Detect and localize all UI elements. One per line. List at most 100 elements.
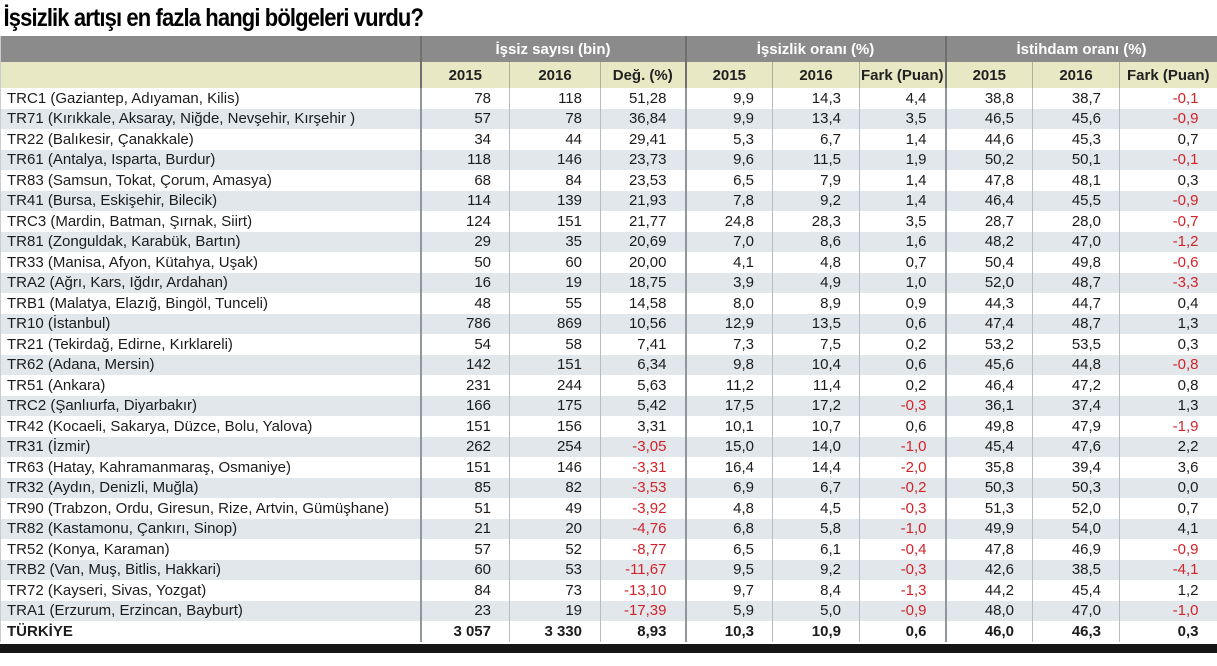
value-cell: 4,1: [1119, 518, 1217, 539]
column-header-row: 2015 2016 Değ. (%) 2015 2016 Fark (Puan)…: [0, 62, 1217, 88]
table-row: TR52 (Konya, Karaman) 57 52 -8,77 6,5 6,1 -0,4…: [1, 539, 1217, 560]
value-cell: 11,4: [772, 375, 860, 396]
value-cell: 151: [509, 354, 601, 375]
value-cell: 118: [419, 149, 510, 170]
value-cell: 5,0: [772, 600, 860, 621]
value-cell: 82: [509, 477, 601, 498]
value-cell: 151: [509, 211, 601, 232]
table-row: TR81 (Zonguldak, Karabük, Bartın) 29 35 20,…: [0, 231, 1217, 252]
value-cell: 57: [419, 539, 510, 560]
value-cell: 38,7: [1032, 88, 1120, 109]
value-cell: 10,7: [772, 416, 860, 437]
value-cell: 78: [509, 108, 601, 129]
value-cell: 37,4: [1032, 395, 1120, 416]
value-cell: 10,3: [684, 621, 773, 642]
value-cell: 4,8: [772, 252, 860, 273]
value-cell: 7,5: [772, 334, 860, 355]
value-cell: 34: [419, 129, 510, 150]
value-cell: 51,28: [600, 88, 686, 109]
value-cell: 4,5: [772, 498, 860, 519]
region-cell: TR61 (Antalya, Isparta, Burdur): [7, 151, 216, 169]
bottom-rule: [0, 643, 1217, 653]
value-cell: 2,2: [1119, 436, 1217, 457]
value-cell: -3,3: [1119, 272, 1217, 293]
value-cell: -11,67: [600, 559, 686, 580]
region-cell: TR51 (Ankara): [7, 376, 106, 394]
value-cell: -0,3: [858, 559, 946, 580]
value-cell: 7,9: [772, 170, 860, 191]
value-cell: 46,5: [944, 108, 1033, 129]
col-header: Değ. (%): [600, 62, 686, 88]
value-cell: 4,4: [858, 88, 946, 109]
table-row: TRB1 (Malatya, Elazığ, Bingöl, Tunceli) 4…: [1, 293, 1217, 314]
value-cell: 48,2: [944, 231, 1033, 252]
value-cell: 20: [509, 518, 601, 539]
value-cell: 9,6: [684, 149, 773, 170]
value-cell: 17,2: [772, 395, 860, 416]
value-cell: 55: [509, 293, 601, 314]
value-cell: 3 330: [509, 621, 601, 642]
value-cell: 1,9: [858, 149, 946, 170]
value-cell: 44,6: [944, 129, 1033, 150]
col-header: Fark (Puan): [858, 62, 946, 88]
value-cell: 8,9: [772, 293, 860, 314]
value-cell: 50,1: [1032, 149, 1120, 170]
value-cell: 45,6: [944, 354, 1033, 375]
col-header: 2016: [772, 62, 860, 88]
value-cell: 16: [419, 272, 510, 293]
region-cell: TR41 (Bursa, Eskişehir, Bilecik): [7, 192, 218, 210]
value-cell: 50: [419, 252, 510, 273]
region-group-header: [0, 36, 421, 62]
value-cell: 20,00: [600, 252, 686, 273]
value-cell: 52,0: [944, 272, 1033, 293]
value-cell: 4,8: [684, 498, 773, 519]
value-cell: 14,3: [772, 88, 860, 109]
value-cell: 52: [509, 539, 601, 560]
value-cell: 50,4: [944, 252, 1033, 273]
value-cell: 21,77: [600, 211, 686, 232]
value-cell: -4,1: [1119, 559, 1217, 580]
value-cell: 46,3: [1032, 621, 1120, 642]
value-cell: 10,56: [600, 313, 686, 334]
value-cell: 49,8: [1032, 252, 1120, 273]
region-cell: TR10 (İstanbul): [7, 315, 111, 333]
value-cell: 0,8: [1119, 375, 1217, 396]
value-cell: 85: [419, 477, 510, 498]
value-cell: 13,4: [772, 108, 860, 129]
value-cell: -0,4: [858, 539, 946, 560]
value-cell: 7,41: [600, 334, 686, 355]
value-cell: 142: [419, 354, 510, 375]
value-cell: 17,5: [684, 395, 773, 416]
value-cell: 35: [509, 231, 601, 252]
value-cell: -0,9: [858, 600, 946, 621]
value-cell: -8,77: [600, 539, 686, 560]
total-row: TÜRKİYE 3 057 3 330 8,93 10,3 10,9 0,6 46,0 46,3…: [0, 621, 1217, 642]
value-cell: 0,7: [1119, 129, 1217, 150]
value-cell: 46,4: [944, 375, 1033, 396]
value-cell: 44,8: [1032, 354, 1120, 375]
value-cell: 53,5: [1032, 334, 1120, 355]
region-cell: TRA1 (Erzurum, Erzincan, Bayburt): [7, 602, 243, 620]
value-cell: 786: [419, 313, 510, 334]
value-cell: 44,7: [1032, 293, 1120, 314]
value-cell: 6,5: [684, 170, 773, 191]
value-cell: 47,4: [944, 313, 1033, 334]
value-cell: 0,6: [858, 313, 946, 334]
value-cell: -0,1: [1119, 88, 1217, 109]
value-cell: 5,3: [684, 129, 773, 150]
value-cell: 60: [509, 252, 601, 273]
value-cell: 78: [419, 88, 510, 109]
value-cell: 47,9: [1032, 416, 1120, 437]
value-cell: 6,8: [684, 518, 773, 539]
value-cell: 73: [509, 580, 601, 601]
value-cell: 21,93: [600, 190, 686, 211]
value-cell: 46,0: [944, 621, 1033, 642]
value-cell: 68: [419, 170, 510, 191]
col-header: 2016: [1032, 62, 1120, 88]
col-header: 2015: [684, 62, 773, 88]
value-cell: 146: [509, 149, 601, 170]
value-cell: -0,8: [1119, 354, 1217, 375]
value-cell: 44,3: [944, 293, 1033, 314]
value-cell: -0,6: [1119, 252, 1217, 273]
